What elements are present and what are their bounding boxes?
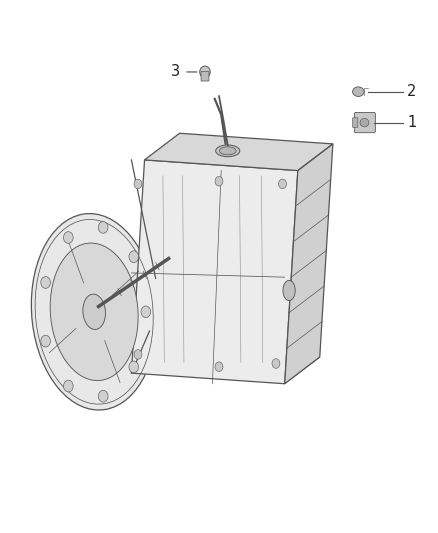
Ellipse shape bbox=[353, 87, 364, 96]
Circle shape bbox=[215, 176, 223, 186]
Ellipse shape bbox=[216, 145, 240, 157]
Ellipse shape bbox=[283, 280, 295, 301]
Circle shape bbox=[64, 232, 73, 244]
Ellipse shape bbox=[83, 294, 106, 329]
FancyBboxPatch shape bbox=[354, 112, 375, 133]
Circle shape bbox=[272, 359, 280, 368]
Ellipse shape bbox=[50, 243, 138, 381]
Circle shape bbox=[279, 179, 286, 189]
Ellipse shape bbox=[200, 66, 210, 78]
Text: 3: 3 bbox=[170, 64, 180, 79]
Polygon shape bbox=[145, 133, 333, 171]
Circle shape bbox=[98, 390, 108, 402]
FancyBboxPatch shape bbox=[201, 71, 209, 81]
Circle shape bbox=[41, 335, 50, 347]
Ellipse shape bbox=[219, 147, 236, 155]
FancyBboxPatch shape bbox=[353, 118, 358, 127]
Circle shape bbox=[134, 179, 142, 189]
Circle shape bbox=[134, 350, 142, 359]
Circle shape bbox=[64, 380, 73, 392]
Text: 2: 2 bbox=[407, 84, 417, 99]
Text: 1: 1 bbox=[407, 115, 417, 130]
Circle shape bbox=[215, 362, 223, 372]
Circle shape bbox=[141, 306, 151, 318]
Circle shape bbox=[98, 222, 108, 233]
Circle shape bbox=[129, 251, 138, 263]
Ellipse shape bbox=[32, 214, 157, 410]
Polygon shape bbox=[285, 144, 333, 384]
Ellipse shape bbox=[360, 118, 369, 127]
Polygon shape bbox=[131, 160, 298, 384]
Circle shape bbox=[129, 361, 138, 373]
Circle shape bbox=[41, 277, 50, 288]
